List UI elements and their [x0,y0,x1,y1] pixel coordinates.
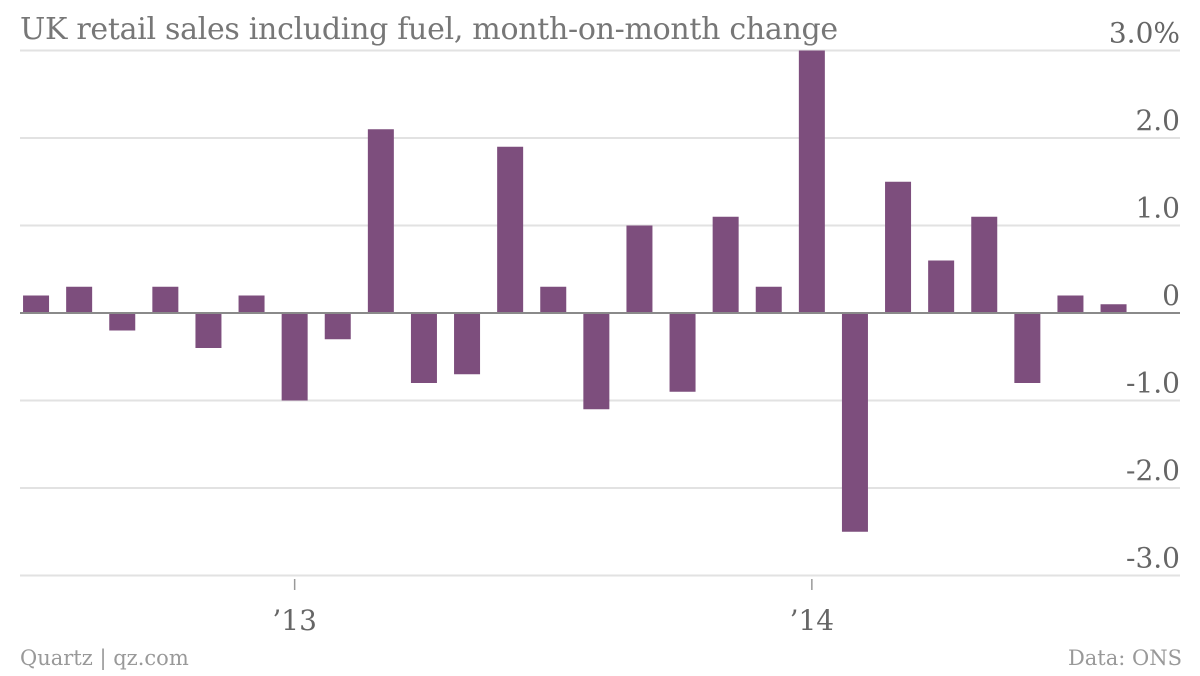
bar [454,313,481,375]
source-text: Data: ONS [1067,646,1182,670]
bar [1100,304,1127,313]
x-tick-label: ’14 [790,604,835,637]
chart-title: UK retail sales including fuel, month-on… [20,12,838,47]
bar [195,313,222,348]
bar [583,313,610,410]
y-tick-label: 2.0 [1135,104,1180,137]
bar [885,181,912,313]
y-tick-label: 1.0 [1135,192,1180,225]
y-tick-label: -2.0 [1126,454,1180,487]
bar [712,216,739,313]
bar [23,295,50,313]
bar [324,313,351,340]
bar [626,225,653,313]
bar [928,260,955,313]
y-tick-label: -3.0 [1126,542,1180,575]
y-axis-tick-labels: 3.0% 2.0 1.0 0 -1.0 -2.0 -3.0 [1109,17,1180,575]
bars [23,50,1127,532]
y-tick-label: 3.0% [1109,17,1180,50]
bar [540,286,567,313]
y-tick-label: -1.0 [1126,367,1180,400]
bar [66,286,93,313]
x-tick-label: ’13 [272,604,317,637]
bar [281,313,308,401]
y-tick-label: 0 [1162,279,1180,312]
bar [971,216,998,313]
bar [669,313,696,392]
bar [1057,295,1084,313]
bar [109,313,136,331]
bar [152,286,179,313]
x-axis-ticks: ’13 ’14 [272,579,834,637]
bar [841,313,868,532]
bar [497,146,524,313]
bar [798,50,825,313]
bar [410,313,437,383]
bar [755,286,782,313]
credit-text: Quartz | qz.com [20,646,189,670]
bar [367,129,394,313]
bar [238,295,265,313]
bar [1014,313,1041,383]
